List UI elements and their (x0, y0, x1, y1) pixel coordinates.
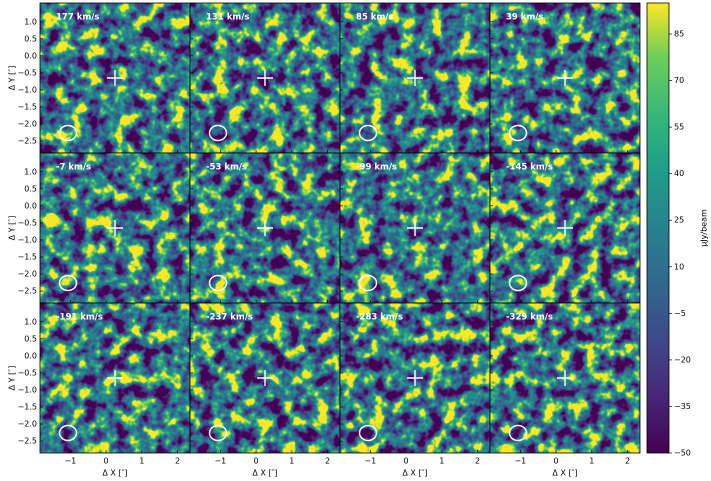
y-tick-label: 0.5 (24, 184, 37, 193)
x-tick-label: −1 (214, 457, 226, 466)
x-tick-label: 1 (139, 457, 144, 466)
beam (508, 274, 528, 292)
x-axis-label: Δ X [″] (102, 469, 127, 478)
colorbar-tick-label: 70 (674, 76, 684, 85)
y-tick-label: 1.0 (24, 317, 37, 326)
panel-label: -283 km/s (356, 313, 403, 323)
colorbar-tick-label: −35 (674, 402, 691, 411)
beam (358, 424, 378, 442)
center-cross (557, 220, 573, 236)
beam (508, 124, 528, 142)
x-axis-label: Δ X [″] (252, 469, 277, 478)
y-tick-label: 0.0 (24, 201, 37, 210)
colorbar-tick-label: 55 (674, 123, 684, 132)
x-tick-label: 0 (554, 457, 559, 466)
center-cross (107, 220, 123, 236)
y-tick-label: −1.5 (18, 102, 37, 111)
panel-label: -237 km/s (206, 313, 253, 323)
panel-label: 39 km/s (506, 13, 543, 23)
center-cross (407, 70, 423, 86)
center-cross (107, 370, 123, 386)
x-tick-label: 2 (475, 457, 480, 466)
y-tick-label: −1.0 (18, 235, 37, 244)
x-tick-label: 2 (325, 457, 330, 466)
y-tick-label: 0.5 (24, 34, 37, 43)
panel-label: 85 km/s (356, 13, 393, 23)
beam (58, 424, 78, 442)
center-cross (107, 70, 123, 86)
y-axis-label: Δ Y [″] (8, 66, 17, 91)
y-tick-label: 1.0 (24, 17, 37, 26)
y-tick-label: −2.5 (18, 137, 37, 146)
center-cross (407, 370, 423, 386)
x-tick-label: 0 (254, 457, 259, 466)
y-tick-label: −0.5 (18, 68, 37, 77)
colorbar-tick-label: 25 (674, 216, 684, 225)
colorbar-tick-label: −20 (674, 355, 691, 364)
colorbar-tick-label: −50 (674, 449, 691, 458)
x-tick-label: 1 (289, 457, 294, 466)
beam (58, 124, 78, 142)
beam (358, 274, 378, 292)
y-tick-label: −2.5 (18, 437, 37, 446)
y-tick-label: −1.0 (18, 385, 37, 394)
x-tick-label: 0 (404, 457, 409, 466)
x-tick-label: −1 (364, 457, 376, 466)
colorbar-tick-label: 40 (674, 169, 684, 178)
beam (208, 274, 228, 292)
center-cross (407, 220, 423, 236)
y-tick-label: −1.5 (18, 252, 37, 261)
x-tick-label: 0 (104, 457, 109, 466)
y-tick-label: −2.0 (18, 270, 37, 279)
x-axis-label: Δ X [″] (402, 469, 427, 478)
x-tick-label: −1 (514, 457, 526, 466)
y-tick-label: 0.5 (24, 334, 37, 343)
x-tick-label: 1 (589, 457, 594, 466)
panel-label: -99 km/s (356, 163, 397, 173)
y-tick-label: −2.0 (18, 120, 37, 129)
y-tick-label: −0.5 (18, 218, 37, 227)
y-tick-label: −1.5 (18, 402, 37, 411)
y-axis-label: Δ Y [″] (8, 366, 17, 391)
x-tick-label: 1 (439, 457, 444, 466)
panel-label: 177 km/s (56, 13, 99, 23)
x-tick-label: −1 (64, 457, 76, 466)
colorbar-label: μJy/beam (700, 209, 709, 247)
panel-label: -145 km/s (506, 163, 553, 173)
y-tick-label: −2.0 (18, 420, 37, 429)
x-axis-label: Δ X [″] (552, 469, 577, 478)
y-tick-label: −2.5 (18, 287, 37, 296)
y-tick-label: 0.0 (24, 51, 37, 60)
panel-label: -7 km/s (56, 163, 91, 173)
beam (208, 424, 228, 442)
beam (58, 274, 78, 292)
colorbar-tick-label: −5 (674, 309, 686, 318)
y-axis-label: Δ Y [″] (8, 216, 17, 241)
beam (508, 424, 528, 442)
colorbar (646, 2, 670, 454)
beam (358, 124, 378, 142)
panel-label: 131 km/s (206, 13, 249, 23)
y-tick-label: 0.0 (24, 351, 37, 360)
panel-label: -191 km/s (56, 313, 103, 323)
panel-frame (489, 302, 641, 454)
x-tick-label: 2 (625, 457, 630, 466)
colorbar-tick-label: 85 (674, 30, 684, 39)
y-tick-label: −1.0 (18, 85, 37, 94)
x-tick-label: 2 (175, 457, 180, 466)
center-cross (257, 370, 273, 386)
y-tick-label: 1.0 (24, 167, 37, 176)
panel-label: -329 km/s (506, 313, 553, 323)
y-tick-label: −0.5 (18, 368, 37, 377)
center-cross (257, 70, 273, 86)
center-cross (557, 70, 573, 86)
center-cross (557, 370, 573, 386)
beam (208, 124, 228, 142)
panel-label: -53 km/s (206, 163, 247, 173)
center-cross (257, 220, 273, 236)
colorbar-tick-label: 10 (674, 262, 684, 271)
